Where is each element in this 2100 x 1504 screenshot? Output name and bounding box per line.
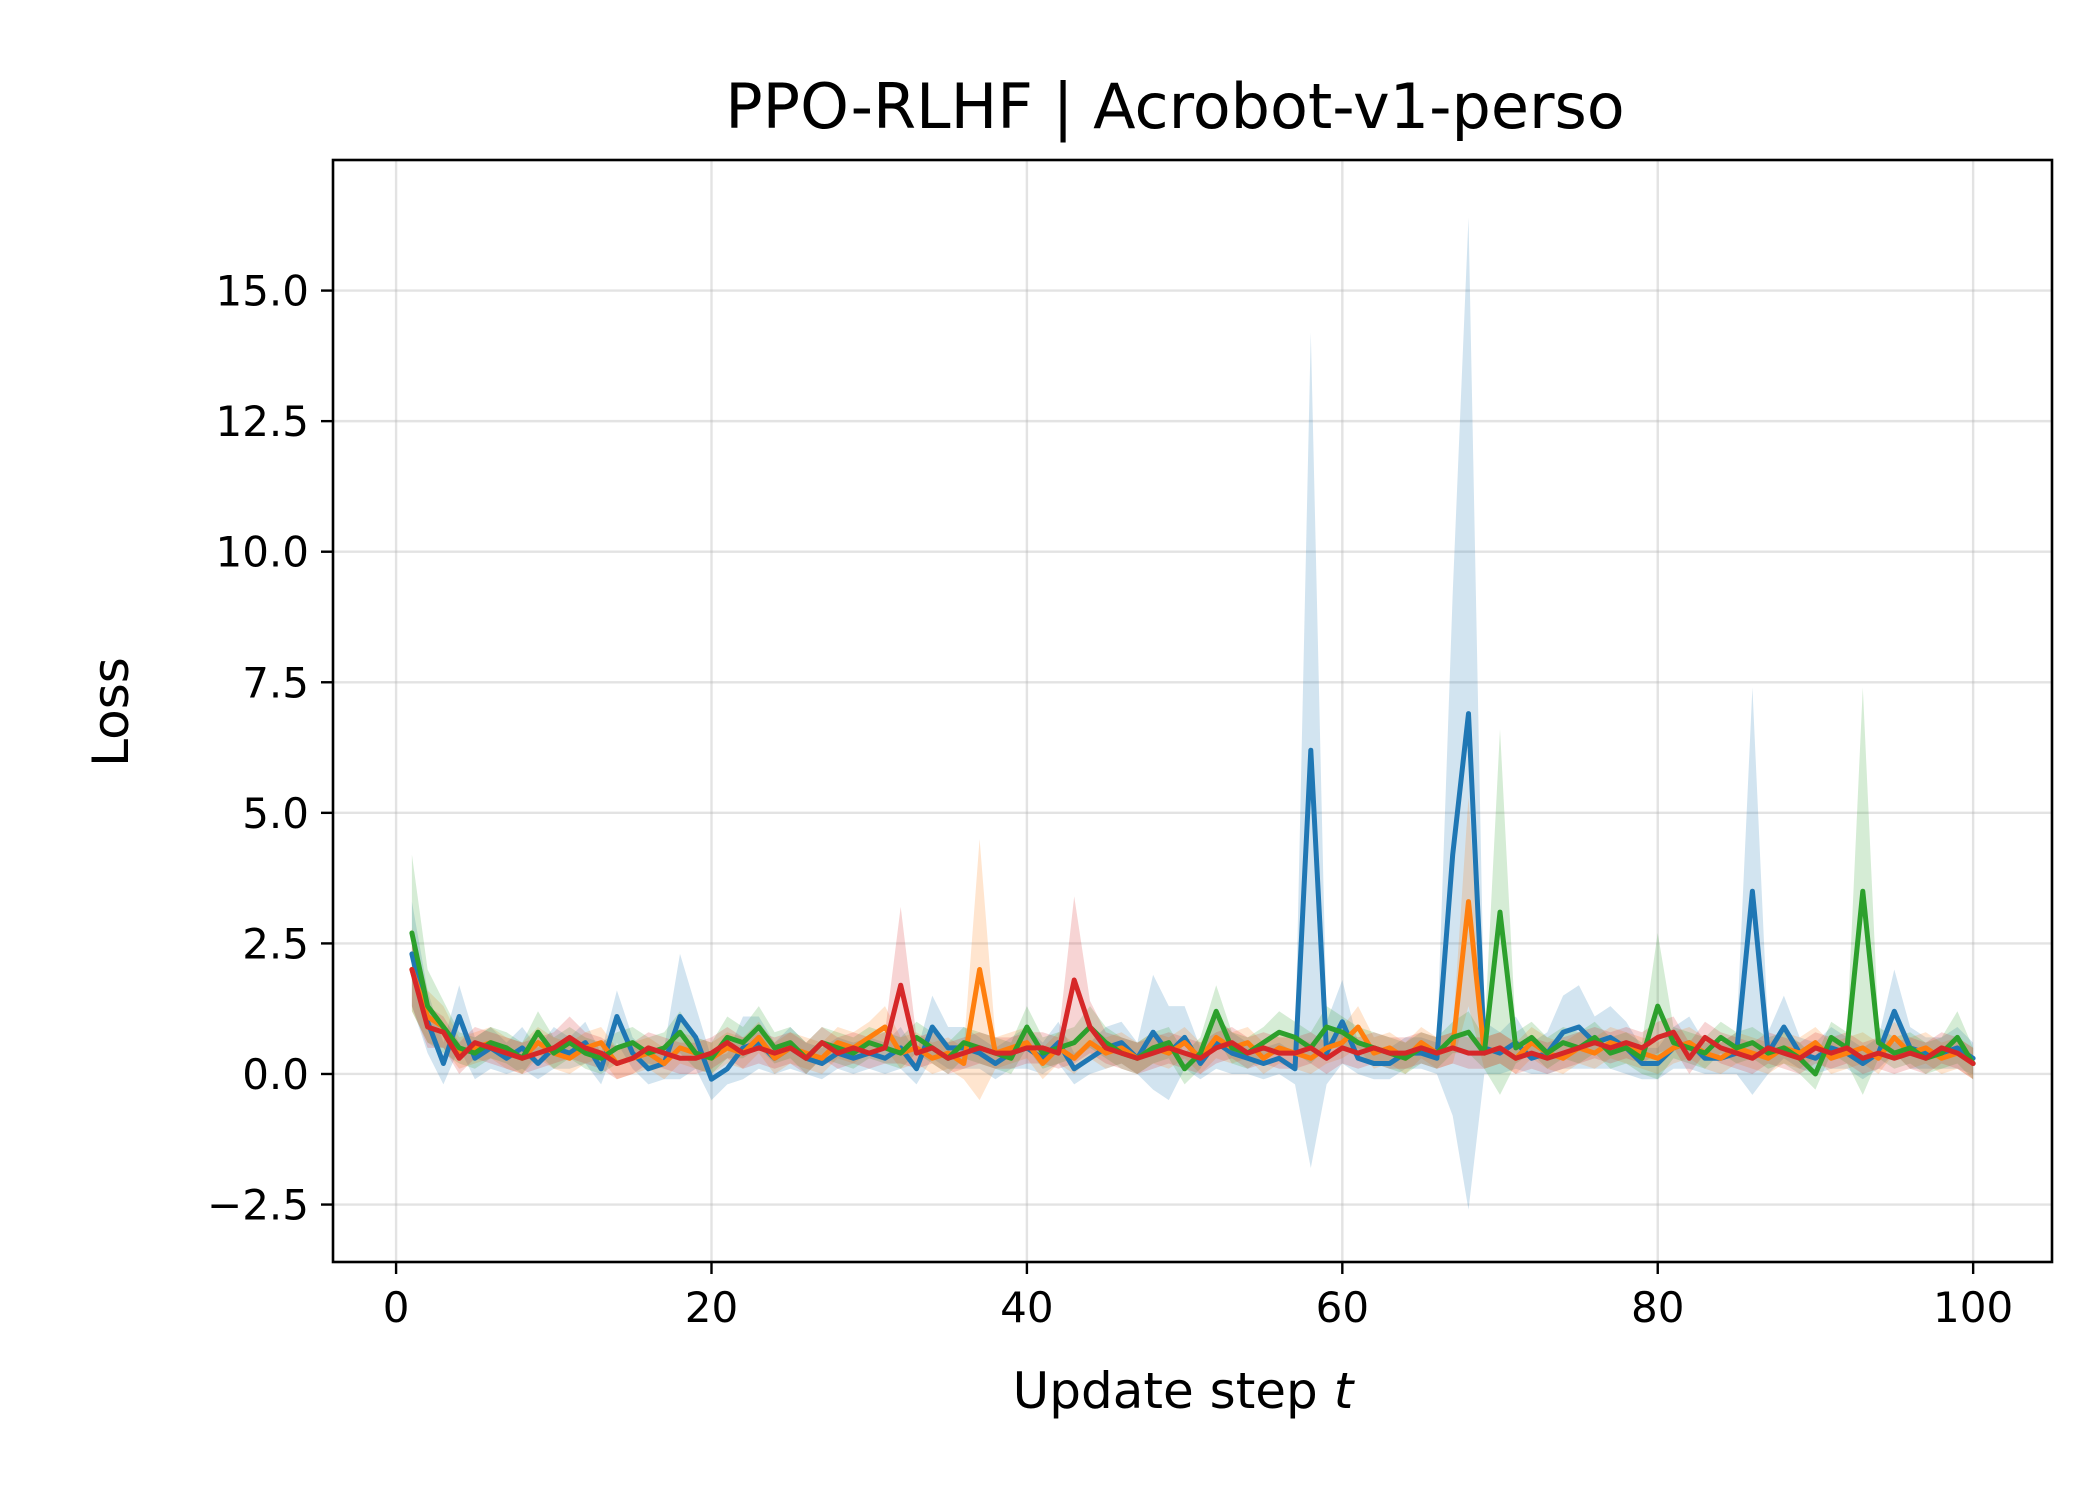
x-axis-title: Update step t (1013, 1362, 1356, 1420)
grid-lines (333, 160, 2052, 1262)
series-lines (409, 711, 1976, 1082)
x-tick-label: 80 (1631, 1283, 1684, 1332)
y-axis-title: Loss (82, 657, 140, 767)
x-tick-label: 100 (1933, 1283, 2013, 1332)
x-tick-label: 60 (1316, 1283, 1369, 1332)
y-tick-label: 10.0 (215, 528, 309, 577)
x-axis-ticks: 0 20 40 60 80 100 (383, 1262, 2013, 1332)
y-axis-ticks: −2.5 0.0 2.5 5.0 7.5 10.0 12.5 15.0 (207, 267, 333, 1230)
y-tick-label: 7.5 (242, 658, 309, 707)
y-tick-label: −2.5 (207, 1181, 309, 1230)
y-tick-label: 5.0 (242, 789, 309, 838)
x-tick-label: 40 (1000, 1283, 1053, 1332)
y-tick-label: 2.5 (242, 919, 309, 968)
series-4-line (409, 967, 1976, 1066)
chart-title: PPO-RLHF | Acrobot-v1-perso (725, 70, 1624, 144)
y-tick-label: 15.0 (215, 267, 309, 316)
x-axis-title-variable: t (1334, 1362, 1356, 1420)
x-tick-label: 0 (383, 1283, 410, 1332)
x-tick-label: 20 (685, 1283, 738, 1332)
plot-area-frame (331, 158, 2054, 1264)
y-tick-label: 12.5 (215, 397, 309, 446)
series-2-band (411, 797, 1974, 1101)
x-axis-title-text: Update step (1013, 1362, 1334, 1420)
y-tick-label: 0.0 (242, 1050, 309, 1099)
